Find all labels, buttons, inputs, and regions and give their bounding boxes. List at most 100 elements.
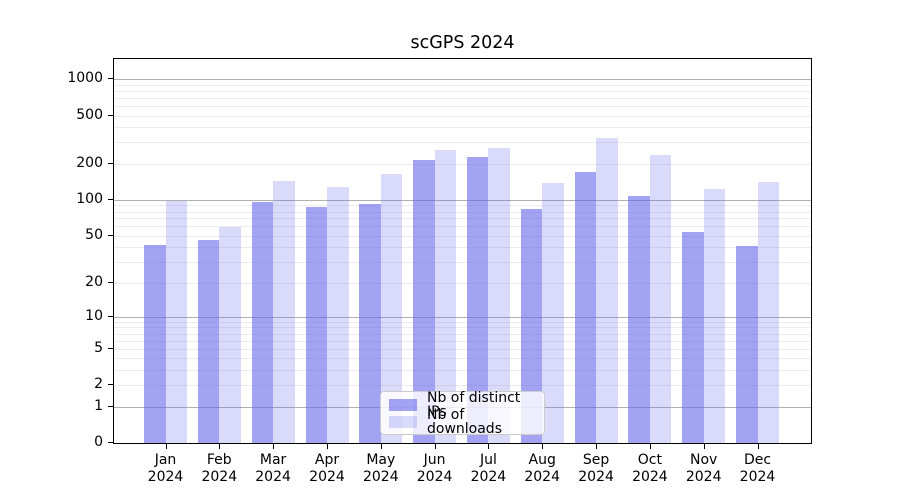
gridline-minor <box>114 370 811 371</box>
gridline-minor <box>114 205 811 207</box>
bar-downloads <box>542 183 564 443</box>
plot-area <box>113 58 812 444</box>
y-tick-mark <box>108 78 114 79</box>
y-tick-mark <box>108 347 114 349</box>
bar-downloads <box>434 149 457 443</box>
gridline-minor <box>114 127 811 129</box>
bar-downloads <box>219 227 241 443</box>
bar-downloads <box>165 200 187 443</box>
x-tick-label: Jan 2024 <box>147 452 184 485</box>
y-tick-label: 1000 <box>67 70 103 86</box>
x-tick-mark <box>757 444 759 449</box>
gridline-minor <box>114 358 811 360</box>
y-tick-label: 2 <box>94 376 103 393</box>
x-tick-label: Aug 2024 <box>524 452 560 485</box>
legend-swatch-downloads <box>389 415 417 428</box>
x-tick-mark <box>542 444 544 449</box>
y-tick-label: 100 <box>76 190 103 207</box>
gridline-minor <box>114 247 811 249</box>
gridline-minor <box>114 282 811 284</box>
x-tick-label: May 2024 <box>362 452 399 485</box>
gridline-major <box>114 79 811 80</box>
bar-distinct-ips <box>359 203 381 443</box>
x-tick-mark <box>165 444 167 449</box>
legend-swatch-distinct-ips <box>389 398 417 411</box>
y-tick-mark <box>108 234 114 236</box>
x-tick-mark <box>649 444 651 449</box>
gridline-major <box>114 199 811 201</box>
gridline-minor <box>114 142 811 144</box>
legend-entry-distinct-ips: Nb of distinct IPs <box>389 391 536 419</box>
legend-label-distinct-ips: Nb of distinct IPs <box>427 389 521 420</box>
x-tick-label: Apr 2024 <box>309 452 345 485</box>
bar-downloads <box>273 181 295 443</box>
gridline-minor <box>114 333 811 335</box>
gridline-minor <box>114 348 811 350</box>
y-tick-label: 500 <box>76 106 103 123</box>
y-tick-mark <box>108 162 114 164</box>
bar-distinct-ips <box>413 159 435 443</box>
y-tick-label: 20 <box>85 273 103 290</box>
y-tick-mark <box>108 384 114 386</box>
y-tick-label: 1 <box>94 397 103 414</box>
legend: Nb of distinct IPs Nb of downloads <box>380 391 545 436</box>
gridline-minor <box>114 218 811 220</box>
chart-title: scGPS 2024 <box>410 33 515 53</box>
x-tick-label: Jul 2024 <box>470 452 507 485</box>
bar-downloads <box>327 187 349 443</box>
bar-distinct-ips <box>736 246 758 443</box>
gridline-minor <box>114 105 811 107</box>
gridline-minor <box>114 235 811 237</box>
bar-downloads <box>703 188 726 443</box>
x-tick-mark <box>488 444 490 449</box>
x-tick-mark <box>327 444 328 449</box>
bar-distinct-ips <box>144 244 166 443</box>
bar-downloads <box>596 138 618 443</box>
y-tick-mark <box>108 114 114 116</box>
x-tick-mark <box>380 444 382 449</box>
y-tick-label: 5 <box>94 339 103 356</box>
x-tick-mark <box>703 444 705 449</box>
gridline-minor <box>114 385 811 387</box>
gridline-minor <box>114 115 811 117</box>
bar-downloads <box>488 147 510 443</box>
bar-distinct-ips <box>628 195 650 443</box>
bar-downloads <box>649 155 672 443</box>
y-tick-mark <box>108 281 114 283</box>
y-tick-label: 200 <box>76 154 103 171</box>
y-tick-label: 0 <box>94 434 103 450</box>
gridline-minor <box>114 327 811 329</box>
y-tick-mark <box>108 198 114 200</box>
bar-distinct-ips <box>197 240 220 443</box>
y-tick-label: 10 <box>85 307 103 324</box>
bar-downloads <box>757 182 779 443</box>
gridline-minor <box>114 211 811 213</box>
x-tick-label: Dec 2024 <box>739 452 776 485</box>
bar-distinct-ips <box>251 201 274 443</box>
y-tick-label: 50 <box>85 226 103 243</box>
x-tick-label: Feb 2024 <box>201 452 238 485</box>
y-tick-mark <box>108 405 114 407</box>
legend-entry-downloads: Nb of downloads <box>389 408 536 436</box>
bar-distinct-ips <box>305 207 327 443</box>
x-tick-label: Jun 2024 <box>416 452 453 485</box>
gridline-minor <box>114 321 811 323</box>
x-tick-mark <box>596 444 598 449</box>
x-tick-label: Mar 2024 <box>255 452 291 485</box>
gridline-minor <box>114 97 811 99</box>
x-tick-label: Sep 2024 <box>578 452 614 485</box>
gridline-minor <box>114 226 811 228</box>
gridline-minor <box>114 163 811 165</box>
x-tick-mark <box>273 444 275 449</box>
gridline-minor <box>114 340 811 342</box>
gridline-minor <box>114 90 811 92</box>
bar-distinct-ips <box>520 209 543 443</box>
x-tick-label: Oct 2024 <box>632 452 668 485</box>
gridline-minor <box>114 84 811 86</box>
gridline-minor <box>114 262 811 264</box>
y-tick-mark <box>108 442 114 443</box>
bar-distinct-ips <box>466 157 489 443</box>
x-tick-mark <box>219 444 221 449</box>
bar-distinct-ips <box>682 231 704 443</box>
